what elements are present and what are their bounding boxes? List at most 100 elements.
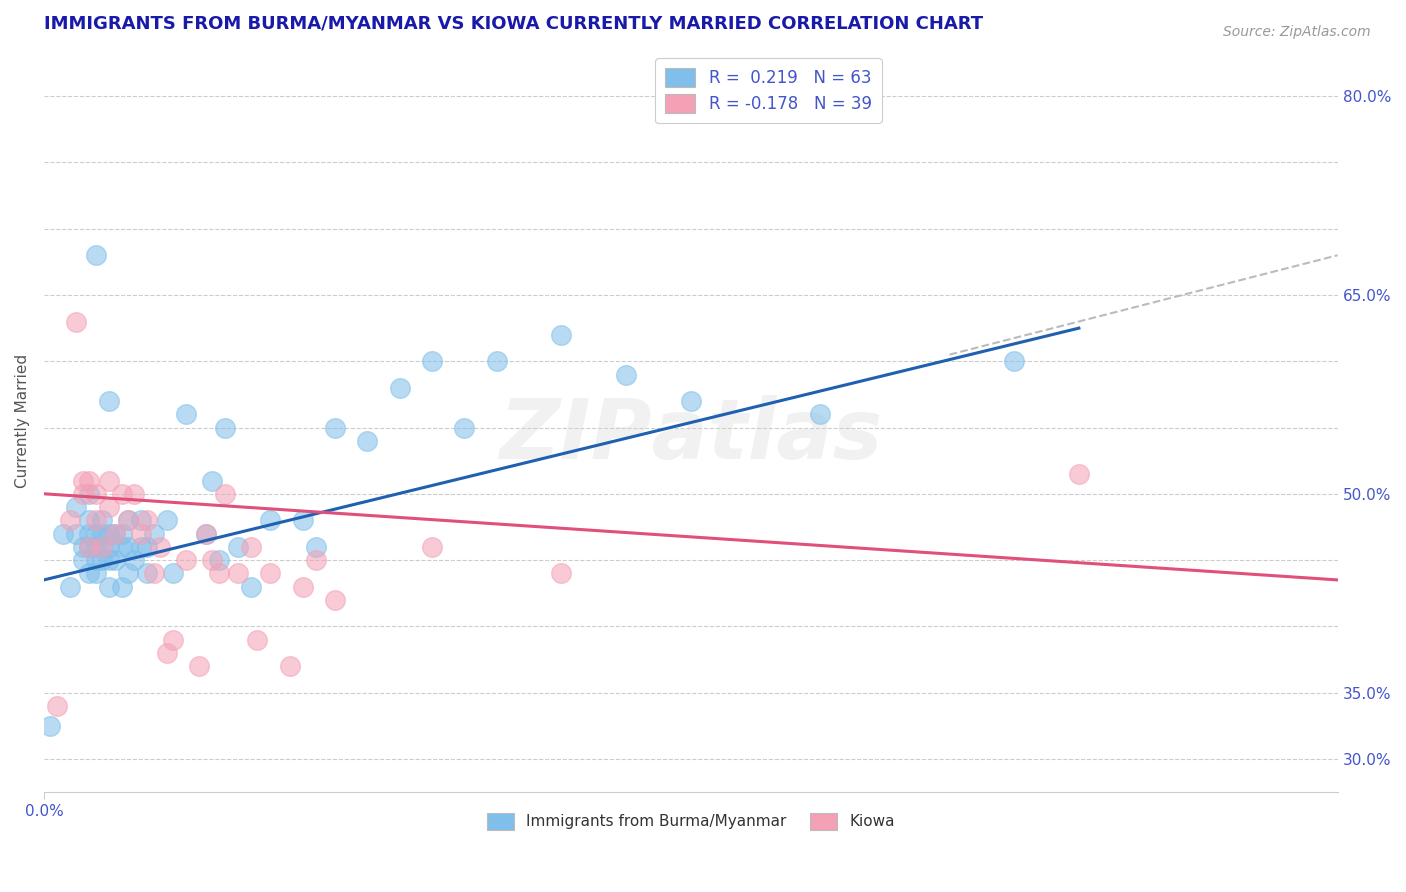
Point bbox=[97, 540, 120, 554]
Point bbox=[84, 487, 107, 501]
Point bbox=[117, 513, 139, 527]
Point bbox=[77, 540, 100, 554]
Point bbox=[207, 553, 229, 567]
Point bbox=[388, 381, 411, 395]
Point bbox=[1002, 354, 1025, 368]
Point bbox=[84, 513, 107, 527]
Point bbox=[226, 540, 249, 554]
Point bbox=[142, 566, 165, 581]
Point bbox=[77, 513, 100, 527]
Point bbox=[614, 368, 637, 382]
Point bbox=[239, 540, 262, 554]
Point bbox=[97, 394, 120, 409]
Point bbox=[117, 513, 139, 527]
Point bbox=[239, 580, 262, 594]
Point bbox=[214, 420, 236, 434]
Point bbox=[162, 632, 184, 647]
Point bbox=[259, 513, 281, 527]
Point bbox=[304, 553, 326, 567]
Point bbox=[65, 500, 87, 514]
Point bbox=[84, 566, 107, 581]
Point bbox=[72, 540, 94, 554]
Point bbox=[91, 540, 114, 554]
Point bbox=[110, 580, 132, 594]
Point bbox=[97, 526, 120, 541]
Point bbox=[97, 580, 120, 594]
Point bbox=[188, 659, 211, 673]
Point bbox=[323, 592, 346, 607]
Point bbox=[129, 526, 152, 541]
Point bbox=[97, 553, 120, 567]
Point bbox=[136, 513, 159, 527]
Point bbox=[129, 540, 152, 554]
Point bbox=[1067, 467, 1090, 481]
Point bbox=[117, 540, 139, 554]
Point bbox=[65, 526, 87, 541]
Point bbox=[91, 526, 114, 541]
Point bbox=[291, 580, 314, 594]
Point bbox=[194, 526, 217, 541]
Point bbox=[323, 420, 346, 434]
Point bbox=[104, 553, 127, 567]
Point bbox=[77, 540, 100, 554]
Point bbox=[226, 566, 249, 581]
Text: Source: ZipAtlas.com: Source: ZipAtlas.com bbox=[1223, 25, 1371, 39]
Point bbox=[39, 719, 62, 733]
Point bbox=[84, 526, 107, 541]
Point bbox=[65, 314, 87, 328]
Point bbox=[278, 659, 301, 673]
Point bbox=[201, 553, 224, 567]
Point bbox=[291, 513, 314, 527]
Point bbox=[91, 540, 114, 554]
Point bbox=[156, 513, 179, 527]
Point bbox=[420, 540, 443, 554]
Point bbox=[679, 394, 702, 409]
Point bbox=[142, 526, 165, 541]
Point bbox=[174, 553, 197, 567]
Point bbox=[59, 580, 82, 594]
Point bbox=[149, 540, 172, 554]
Point bbox=[136, 566, 159, 581]
Point bbox=[201, 474, 224, 488]
Point bbox=[104, 526, 127, 541]
Point bbox=[77, 487, 100, 501]
Point bbox=[59, 513, 82, 527]
Point bbox=[110, 487, 132, 501]
Point bbox=[97, 474, 120, 488]
Point bbox=[72, 553, 94, 567]
Point bbox=[97, 500, 120, 514]
Point bbox=[91, 553, 114, 567]
Point bbox=[77, 526, 100, 541]
Point bbox=[77, 566, 100, 581]
Y-axis label: Currently Married: Currently Married bbox=[15, 354, 30, 488]
Point bbox=[117, 566, 139, 581]
Point bbox=[304, 540, 326, 554]
Point bbox=[207, 566, 229, 581]
Legend: Immigrants from Burma/Myanmar, Kiowa: Immigrants from Burma/Myanmar, Kiowa bbox=[481, 806, 901, 837]
Point bbox=[485, 354, 508, 368]
Point bbox=[110, 526, 132, 541]
Point bbox=[84, 248, 107, 262]
Point bbox=[194, 526, 217, 541]
Point bbox=[124, 553, 146, 567]
Point bbox=[72, 487, 94, 501]
Text: ZIP​atlas: ZIP​atlas bbox=[499, 395, 883, 476]
Point bbox=[45, 698, 67, 713]
Point bbox=[453, 420, 475, 434]
Point bbox=[162, 566, 184, 581]
Point bbox=[174, 407, 197, 421]
Point bbox=[550, 327, 572, 342]
Point bbox=[104, 526, 127, 541]
Text: IMMIGRANTS FROM BURMA/MYANMAR VS KIOWA CURRENTLY MARRIED CORRELATION CHART: IMMIGRANTS FROM BURMA/MYANMAR VS KIOWA C… bbox=[44, 15, 983, 33]
Point bbox=[156, 646, 179, 660]
Point bbox=[214, 487, 236, 501]
Point bbox=[259, 566, 281, 581]
Point bbox=[808, 407, 831, 421]
Point bbox=[420, 354, 443, 368]
Point bbox=[136, 540, 159, 554]
Point bbox=[72, 474, 94, 488]
Point bbox=[52, 526, 75, 541]
Point bbox=[356, 434, 378, 448]
Point bbox=[77, 474, 100, 488]
Point bbox=[91, 513, 114, 527]
